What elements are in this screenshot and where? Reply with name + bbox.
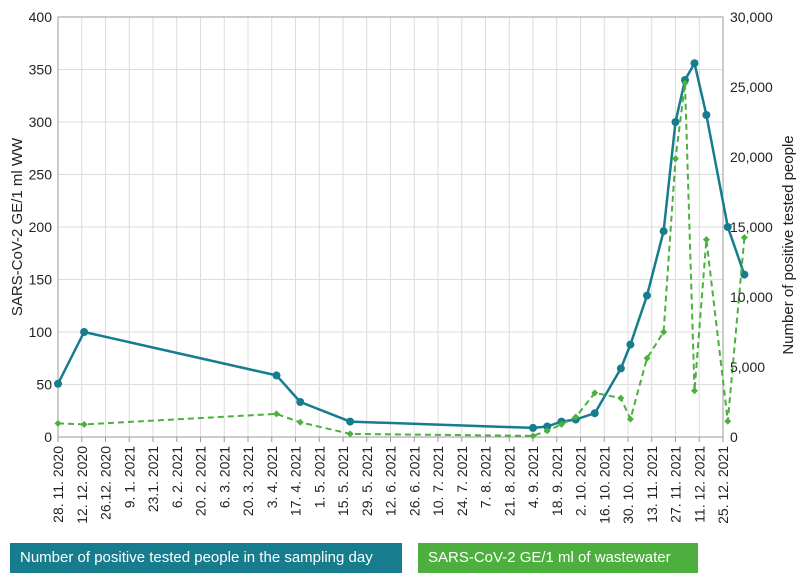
x-tick-label: 11. 12. 2021: [691, 446, 707, 523]
x-tick-label: 12. 12. 2020: [74, 446, 90, 524]
data-point-wastewater: [54, 419, 62, 427]
x-tick-label: 9. 1. 2021: [121, 446, 137, 508]
data-point-positive-tested: [590, 409, 599, 418]
y-right-tick-label: 5,000: [730, 359, 765, 375]
data-point-wastewater: [643, 354, 651, 362]
y-left-tick-label: 0: [44, 429, 52, 445]
x-tick-label: 20. 3. 2021: [240, 446, 256, 516]
x-tick-label: 15. 5. 2021: [335, 446, 351, 516]
x-tick-label: 6. 2. 2021: [169, 446, 185, 508]
series-line-positive-tested: [56, 61, 746, 430]
y-left-tick-label: 100: [29, 324, 53, 340]
data-point-wastewater: [346, 430, 354, 438]
data-point-wastewater: [681, 79, 689, 87]
series-line-wastewater: [57, 82, 746, 437]
data-point-wastewater: [617, 394, 625, 402]
data-point-positive-tested: [643, 291, 651, 300]
x-tick-label: 3. 4. 2021: [264, 446, 280, 508]
x-tick-label: 6. 3. 2021: [216, 446, 232, 508]
y-right-tick-label: 10,000: [730, 289, 773, 305]
data-point-positive-tested: [272, 371, 281, 380]
axis-layer: [57, 16, 724, 442]
data-point-wastewater: [626, 415, 634, 423]
x-tick-label: 30. 10. 2021: [620, 446, 636, 524]
x-tick-label: 12. 6. 2021: [383, 446, 399, 516]
data-point-wastewater: [558, 420, 565, 428]
y-left-tick-label: 150: [29, 272, 53, 288]
x-tick-label: 21. 8. 2021: [501, 446, 517, 516]
legend-entry-positive-tested: Number of positive tested people in the …: [10, 543, 402, 573]
y-right-axis-title: Number of positive tested people: [780, 135, 797, 354]
x-tick-label: 25. 12. 2021: [715, 446, 731, 524]
data-point-wastewater: [740, 234, 748, 241]
data-point-positive-tested: [702, 111, 711, 119]
x-tick-label: 17. 4. 2021: [288, 446, 304, 516]
y-left-tick-label: 400: [29, 9, 53, 25]
x-tick-label: 26.12. 2020: [98, 446, 114, 520]
y-left-tick-label: 250: [29, 167, 53, 183]
x-tick-label: 10. 7. 2021: [430, 446, 446, 516]
y-right-tick-label: 25,000: [730, 79, 773, 95]
data-point-wastewater: [543, 427, 551, 435]
y-left-tick-label: 200: [29, 219, 53, 235]
data-point-wastewater: [702, 236, 710, 244]
data-point-positive-tested: [723, 223, 732, 231]
data-point-positive-tested: [529, 423, 537, 432]
data-point-positive-tested: [54, 379, 62, 388]
x-tick-label: 26. 6. 2021: [406, 446, 422, 516]
legend-entry-wastewater: SARS-CoV-2 GE/1 ml of wastewater: [418, 543, 698, 573]
y-right-tick-label: 30,000: [730, 9, 773, 25]
data-point-wastewater: [296, 418, 304, 426]
data-point-wastewater: [273, 410, 280, 418]
data-point-wastewater: [529, 432, 537, 440]
data-point-wastewater: [591, 389, 599, 397]
data-point-positive-tested: [671, 118, 680, 126]
x-tick-label: 27. 11. 2021: [668, 446, 684, 523]
y-left-tick-label: 50: [36, 377, 52, 393]
x-tick-label: 1. 5. 2021: [311, 446, 327, 508]
data-point-wastewater: [80, 420, 88, 428]
data-point-positive-tested: [543, 422, 552, 431]
data-point-positive-tested: [626, 340, 635, 349]
data-point-positive-tested: [740, 270, 749, 279]
data-point-positive-tested: [616, 364, 625, 373]
x-tick-label: 4. 9. 2021: [525, 446, 541, 508]
series-layer: [54, 59, 749, 440]
x-tick-label: 16. 10. 2021: [596, 446, 612, 524]
data-point-positive-tested: [659, 227, 668, 236]
y-left-tick-label: 350: [29, 62, 53, 78]
x-tick-label: 28. 11. 2020: [50, 446, 66, 523]
data-point-wastewater: [724, 417, 732, 425]
data-point-wastewater: [572, 413, 580, 421]
x-tick-label: 18. 9. 2021: [549, 446, 565, 516]
x-tick-label: 29. 5. 2021: [359, 446, 375, 516]
label-layer: 0 50 100 150 200 250 300 350 400 0 5,000 10,000 15,0…: [9, 9, 797, 524]
x-tick-label: 13. 11. 2021: [644, 446, 660, 523]
data-point-positive-tested: [690, 59, 699, 68]
y-right-tick-label: 20,000: [730, 149, 773, 165]
grid-layer: [57, 16, 724, 438]
data-point-wastewater: [691, 387, 698, 395]
data-point-positive-tested: [296, 398, 305, 406]
y-left-axis-title: SARS-CoV-2 GE/1 ml WW: [9, 137, 26, 316]
x-tick-label: 20. 2. 2021: [193, 446, 209, 516]
y-left-tick-label: 300: [29, 114, 53, 130]
x-tick-label: 7. 8. 2021: [478, 446, 494, 508]
data-point-positive-tested: [346, 417, 355, 426]
data-point-positive-tested: [80, 328, 89, 336]
y-right-tick-label: 15,000: [730, 219, 773, 235]
x-tick-label: 24. 7. 2021: [454, 446, 470, 516]
x-tick-label: 23.1. 2021: [145, 446, 161, 512]
y-right-tick-label: 0: [730, 429, 738, 445]
x-tick-label: 2. 10. 2021: [573, 446, 589, 516]
data-point-wastewater: [672, 155, 679, 163]
data-point-wastewater: [660, 328, 668, 336]
